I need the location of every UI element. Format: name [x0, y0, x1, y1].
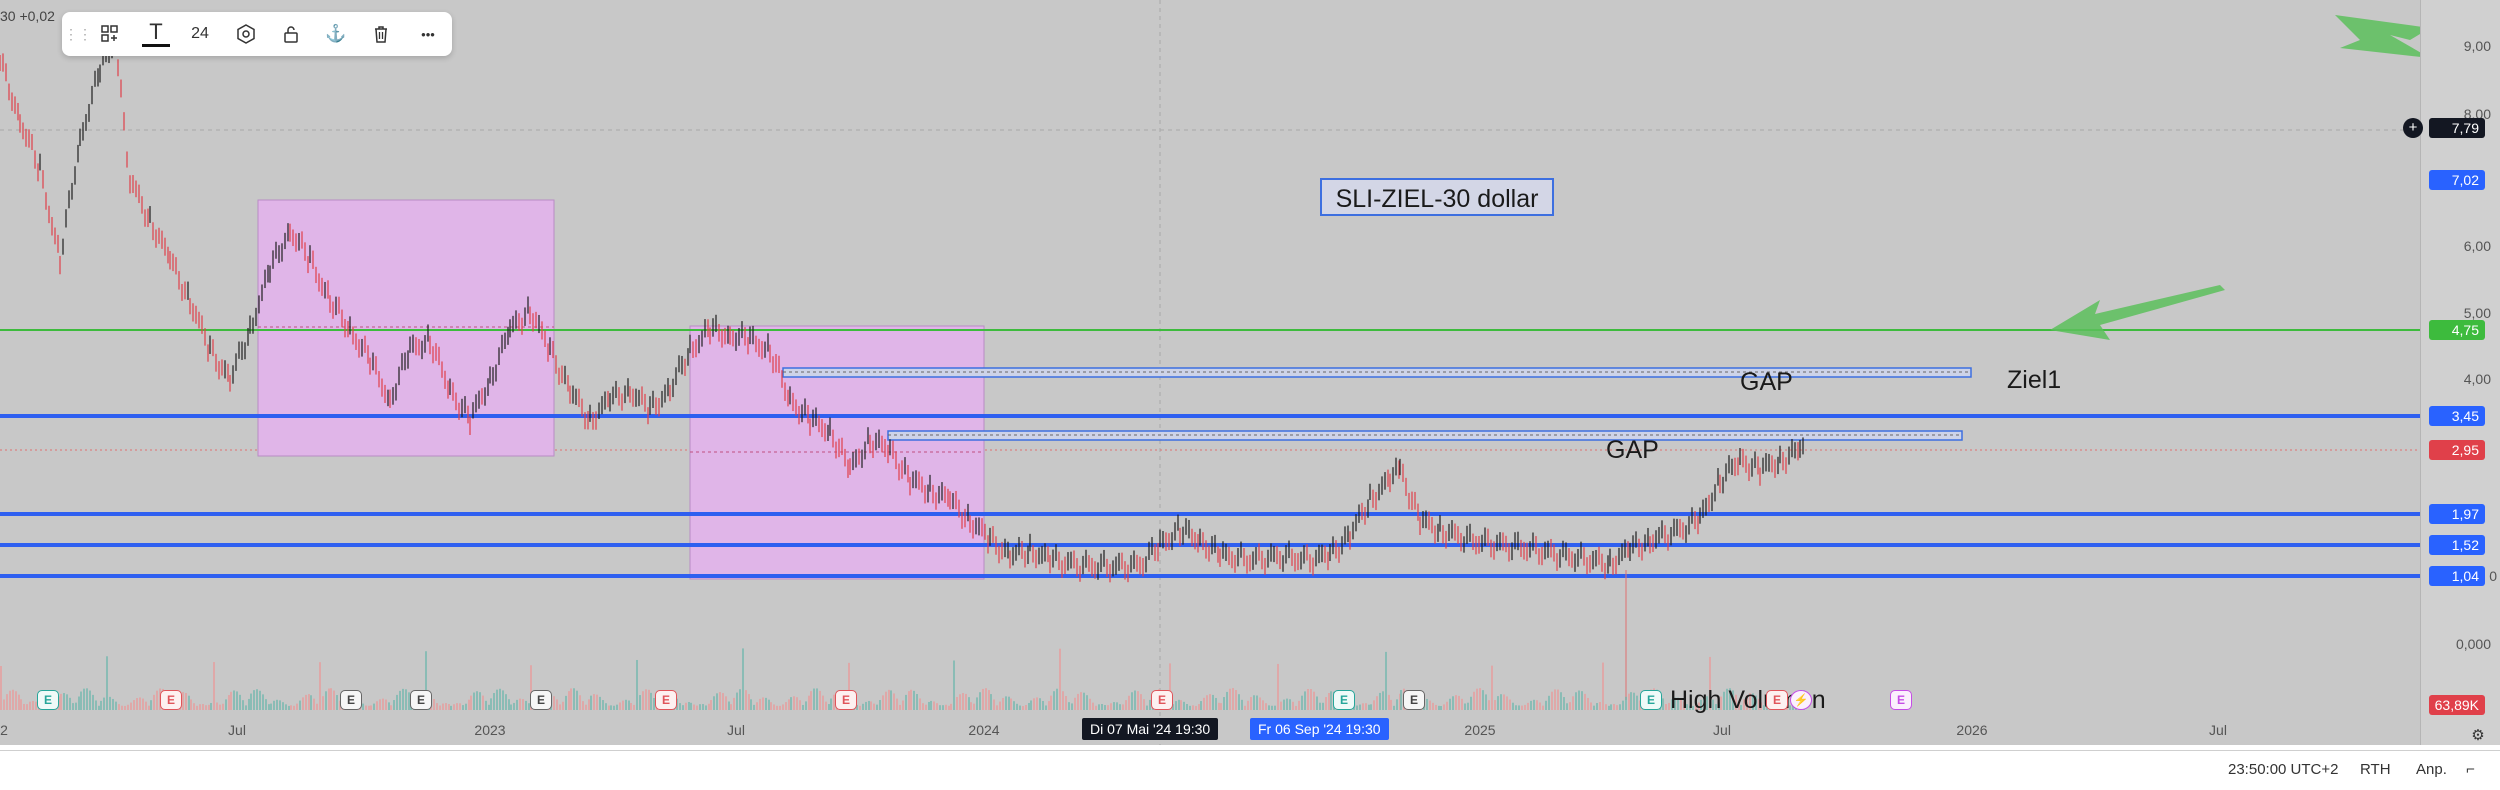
annotation-gap-lower[interactable]: GAP — [1606, 436, 1659, 464]
price-tick: 6,00 — [2463, 238, 2491, 254]
green-arrow-mid — [2050, 285, 2225, 340]
clock-readout[interactable]: 23:50:00 UTC+2 — [2228, 761, 2339, 778]
selection-time-label: Fr 06 Sep '24 19:30 — [1250, 718, 1389, 740]
bottom-status-bar: 23:50:00 UTC+2 RTH Anp. ⌐ — [0, 750, 2500, 790]
consolidation-zone-1 — [257, 199, 555, 457]
earnings-marker[interactable]: E — [160, 690, 182, 710]
time-label: 2025 — [1464, 722, 1496, 738]
price-badge-crosshair: 7,79 — [2429, 118, 2485, 138]
price-badge: 3,45 — [2429, 406, 2485, 426]
price-badge-last: 2,95 — [2429, 440, 2485, 460]
price-badge: 1,52 — [2429, 535, 2485, 555]
time-label: Jul — [2209, 722, 2227, 738]
price-badge: 1,97 — [2429, 504, 2485, 524]
scale-settings-icon[interactable]: ⌐ — [2466, 761, 2475, 778]
volume-histogram — [0, 648, 1805, 710]
price-tick: 5,00 — [2463, 305, 2491, 321]
add-alert-icon[interactable]: + — [2403, 118, 2423, 138]
annotation-gap-upper[interactable]: GAP — [1740, 368, 1793, 396]
time-label: Jul — [1713, 722, 1731, 738]
earnings-marker[interactable]: E — [655, 690, 677, 710]
event-marker[interactable]: E — [410, 690, 432, 710]
future-earnings-marker[interactable]: E — [1890, 690, 1912, 710]
gear-icon[interactable]: ⚙ — [2471, 727, 2485, 744]
symbol-change-readout: 30 +0,02 — [0, 8, 55, 24]
font-size-button[interactable]: 24 — [191, 25, 209, 42]
price-candles — [0, 34, 1804, 583]
drag-handle-icon[interactable]: ⋮⋮ — [64, 25, 92, 42]
anchor-icon[interactable]: ⚓ — [325, 24, 347, 43]
more-icon[interactable]: ••• — [421, 26, 435, 42]
lock-icon[interactable] — [277, 20, 305, 48]
price-badge: 4,75 — [2429, 320, 2485, 340]
crosshair-time-label: Di 07 Mai '24 19:30 — [1082, 718, 1219, 740]
price-tick: 0 — [2489, 568, 2497, 584]
annotation-ziel1[interactable]: Ziel1 — [2007, 366, 2062, 394]
price-tick: 9,00 — [2463, 38, 2491, 54]
time-label: Jul — [228, 722, 246, 738]
trash-icon[interactable] — [367, 20, 395, 48]
time-label: 2026 — [1956, 722, 1988, 738]
drawing-toolbar[interactable]: ⋮⋮ T 24 ⚓ ••• — [62, 12, 452, 56]
time-label: 2024 — [968, 722, 1000, 738]
price-chart-canvas[interactable] — [0, 0, 2420, 745]
earnings-marker[interactable]: E — [1766, 690, 1788, 710]
annotation-sli-target[interactable]: SLI-ZIEL-30 dollar — [1320, 178, 1554, 216]
text-color-icon[interactable]: T — [142, 19, 170, 47]
earnings-marker[interactable]: E — [835, 690, 857, 710]
earnings-marker[interactable]: E — [1151, 690, 1173, 710]
price-badge: 1,04 — [2429, 566, 2485, 586]
earnings-marker[interactable]: E — [1640, 690, 1662, 710]
event-marker[interactable]: E — [530, 690, 552, 710]
time-label: Jul — [727, 722, 745, 738]
adjust-toggle[interactable]: Anp. — [2416, 761, 2447, 778]
settings-icon[interactable] — [232, 20, 260, 48]
event-marker[interactable]: E — [1403, 690, 1425, 710]
price-tick: 0,000 — [2455, 636, 2491, 652]
earnings-marker[interactable]: E — [37, 690, 59, 710]
chart-pane[interactable]: 30 +0,02 SLI-ZIEL-30 dollar GAP GAP Ziel… — [0, 0, 2420, 745]
time-label: 2023 — [474, 722, 506, 738]
template-icon[interactable] — [96, 20, 124, 48]
event-marker[interactable]: E — [340, 690, 362, 710]
flash-icon[interactable]: ⚡ — [1790, 690, 1812, 710]
price-scale[interactable]: 9,00 8,00 6,00 5,00 4,00 0,000 0 + 7,79 … — [2403, 0, 2500, 745]
price-badge: 7,02 — [2429, 170, 2485, 190]
volume-badge: 63,89K — [2429, 695, 2485, 715]
time-label: 2 — [0, 722, 8, 738]
earnings-marker[interactable]: E — [1333, 690, 1355, 710]
session-toggle[interactable]: RTH — [2360, 761, 2391, 778]
price-tick: 4,00 — [2463, 371, 2491, 387]
green-arrow-top — [2335, 15, 2420, 57]
